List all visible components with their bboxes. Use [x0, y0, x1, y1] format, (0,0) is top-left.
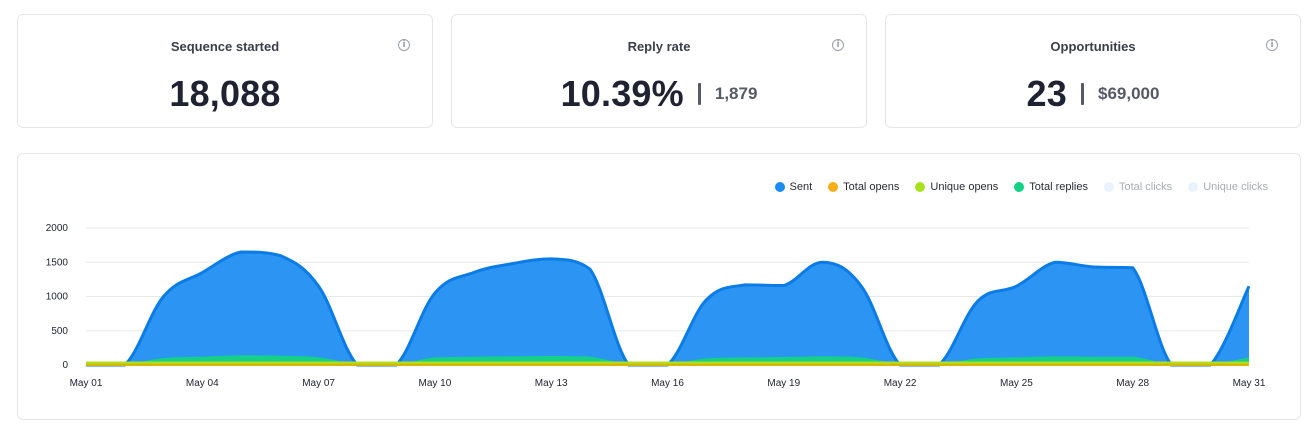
y-tick-label: 1500 [46, 257, 69, 268]
legend-dot [1014, 182, 1025, 192]
x-tick-label: May 13 [535, 378, 568, 389]
x-tick-label: May 22 [884, 378, 917, 389]
x-tick-label: May 25 [1000, 378, 1033, 389]
x-tick-label: May 28 [1116, 378, 1149, 389]
kpi-separator [697, 83, 701, 105]
y-tick-label: 500 [51, 326, 68, 337]
legend-item-total-clicks[interactable]: Total clicks [1104, 181, 1172, 193]
legend-label: Unique opens [930, 181, 999, 193]
legend-label: Sent [789, 181, 813, 193]
x-tick-label: May 01 [70, 378, 103, 389]
x-tick-label: May 19 [767, 378, 800, 389]
legend-label: Total clicks [1119, 181, 1173, 193]
x-tick-label: May 16 [651, 378, 684, 389]
x-tick-label: May 07 [302, 378, 335, 389]
info-icon[interactable]: i [1266, 39, 1278, 51]
kpi-metric-row: 18,088 [18, 73, 432, 115]
y-tick-label: 1000 [46, 292, 69, 303]
kpi-title: Sequence started [170, 39, 280, 54]
kpi-card-opportunities: Opportunities i 23 $69,000 [885, 14, 1301, 128]
kpi-title: Reply rate [627, 39, 691, 54]
series-area-sent [86, 251, 1249, 365]
kpi-metric-row: 23 $69,000 [886, 73, 1300, 115]
legend-dot [1188, 182, 1199, 192]
kpi-separator [1081, 83, 1084, 105]
x-tick-label: May 10 [419, 378, 452, 389]
legend-item-sent[interactable]: Sent [774, 181, 813, 193]
kpi-subvalue: $69,000 [1098, 84, 1160, 103]
legend-item-total-opens[interactable]: Total opens [828, 181, 899, 193]
kpi-subvalue: 1,879 [714, 84, 758, 103]
legend-label: Total opens [843, 181, 900, 193]
kpi-value: 10.39% [560, 73, 684, 114]
legend-label: Unique clicks [1203, 181, 1268, 193]
info-icon[interactable]: i [832, 39, 844, 51]
kpi-value: 18,088 [169, 73, 281, 114]
kpi-metric-row: 10.39% 1,879 [452, 73, 866, 115]
legend-item-unique-opens[interactable]: Unique opens [915, 181, 998, 193]
x-tick-label: May 31 [1233, 378, 1266, 389]
kpi-card-reply-rate: Reply rate i 10.39% 1,879 [451, 14, 867, 128]
y-tick-label: 0 [62, 360, 68, 371]
x-tick-label: May 04 [186, 378, 219, 389]
legend-label: Total replies [1029, 181, 1088, 193]
legend-dot [1104, 182, 1114, 192]
legend-dot [915, 182, 926, 192]
legend-item-total-replies[interactable]: Total replies [1014, 181, 1088, 193]
info-icon[interactable]: i [398, 39, 410, 51]
kpi-card-sequence-started: Sequence started i 18,088 [17, 14, 433, 128]
y-tick-label: 2000 [46, 223, 69, 234]
legend-dot [828, 182, 839, 192]
legend-item-unique-clicks[interactable]: Unique clicks [1188, 181, 1268, 193]
legend-dot [774, 182, 785, 192]
chart-legend: Sent Total opens Unique opens Total repl… [774, 181, 1268, 193]
kpi-value: 23 [1026, 73, 1067, 114]
kpi-title: Opportunities [1050, 39, 1136, 54]
